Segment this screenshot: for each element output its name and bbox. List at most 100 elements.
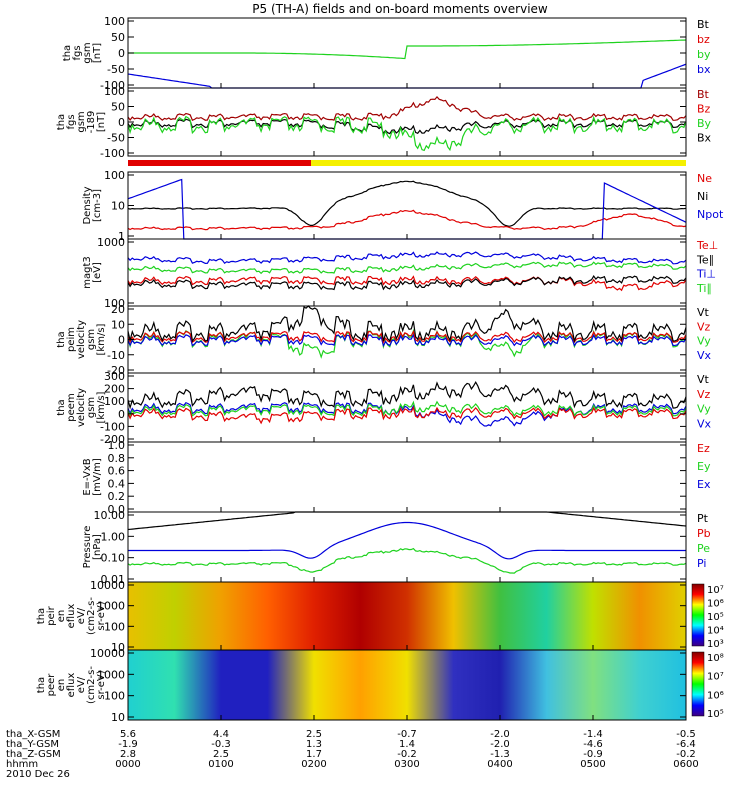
spectrogram-peer (128, 650, 686, 720)
series-line (127, 209, 687, 231)
x-axis-value: 0300 (394, 759, 419, 770)
y-axis-label: eflux (66, 604, 77, 629)
spectrogram-peir (128, 582, 686, 650)
y-axis-label: tha (62, 45, 73, 61)
x-axis-value: 2.8 (120, 749, 136, 760)
y-tick-label: 100 (104, 395, 125, 408)
colorbar-label: 10⁷ (707, 672, 724, 683)
series-line (127, 547, 687, 574)
x-axis-value: -2.0 (490, 739, 510, 750)
y-tick-label: 50 (111, 31, 125, 44)
y-tick-label: 100 (104, 15, 125, 28)
x-axis-value: -2.0 (490, 729, 510, 740)
legend-label: Ne (697, 172, 712, 185)
x-axis-row-label: tha_Z-GSM (6, 749, 61, 760)
series-line (127, 400, 687, 417)
legend-label: Vx (697, 417, 712, 430)
y-axis-label: Pressure (82, 526, 93, 569)
x-axis-value: -0.9 (583, 749, 603, 760)
y-axis-label: tha (56, 399, 67, 415)
legend-label: Pt (697, 512, 709, 525)
y-axis-label: tha (56, 114, 67, 130)
x-axis-value: -0.3 (211, 739, 231, 750)
panel-frame (127, 238, 687, 307)
y-tick-label: -100 (100, 79, 125, 92)
x-axis-value: 0600 (673, 759, 698, 770)
x-axis-row-label: tha_X-GSM (6, 729, 60, 740)
series-line (127, 275, 687, 291)
x-axis-value: 5.6 (120, 729, 136, 740)
legend-label: Bt (697, 18, 710, 31)
legend-label: By (697, 117, 712, 130)
y-tick-label: 0.4 (108, 477, 126, 490)
series-line (127, 95, 687, 122)
y-tick-label: 0 (118, 408, 125, 421)
legend-label: Ex (697, 478, 711, 491)
y-tick-label: 1000 (97, 668, 125, 681)
y-axis-label: peer (46, 673, 57, 697)
legend-label: Pb (697, 527, 711, 540)
colorbar-label: 10⁶ (707, 690, 724, 701)
y-tick-label: 100 (104, 620, 125, 633)
panel-density: 100 10 1 Density [cm-3] Ne Ni Npot (82, 169, 724, 243)
y-tick-label: 0.0 (108, 503, 126, 516)
y-axis-label: [nT] (92, 43, 103, 63)
x-axis-value: -1.4 (583, 729, 603, 740)
y-axis-label: (cm2-s- (86, 597, 97, 635)
y-axis-label: [nT] (96, 112, 107, 132)
legend-label: Ey (697, 460, 711, 473)
panel-peir: 10⁷ 10⁶ 10⁵ 10⁴ 10³ 10000 1000 100 10 tha peir en ef… (36, 579, 724, 654)
y-tick-label: 10000 (90, 579, 125, 592)
series-line (127, 380, 687, 410)
y-tick-label: 1000 (97, 600, 125, 613)
y-axis-label: [eV] (92, 262, 103, 283)
x-axis-value: -0.5 (676, 729, 696, 740)
y-tick-label: 10 (111, 318, 125, 331)
legend-label: Pi (697, 557, 706, 570)
y-tick-label: 0 (118, 116, 125, 129)
legend-label: Vx (697, 349, 712, 362)
y-tick-label: 10 (111, 711, 125, 724)
y-axis-label: -189 (86, 111, 97, 134)
legend-label: Ez (697, 442, 710, 455)
x-axis-value: 0100 (208, 759, 233, 770)
y-tick-label: -50 (107, 132, 125, 145)
series-line (127, 118, 687, 135)
x-axis-value: -0.2 (676, 749, 696, 760)
y-axis-label: E=-VxB (82, 458, 93, 495)
y-axis-label: eV/ (76, 676, 87, 693)
y-axis-label: fgs (66, 114, 77, 129)
y-tick-label: 100 (104, 297, 125, 310)
series-line (127, 405, 687, 425)
y-axis-label: (cm2-s- (86, 666, 97, 704)
y-axis-label: [mV/m] (92, 458, 103, 496)
series-line (127, 511, 687, 531)
y-tick-label: 0.10 (101, 552, 126, 565)
panel-temp: 1000 100 magt3 [eV] Te⊥Te∥ Ti⊥Ti∥ (82, 236, 718, 310)
legend-label: Bx (697, 132, 712, 145)
series-line (128, 39, 687, 60)
panel-frame (127, 441, 687, 513)
x-axis-value: 4.4 (213, 729, 229, 740)
colorbar-peir (691, 583, 705, 647)
series-line (127, 305, 687, 344)
legend-label: Bt (697, 88, 710, 101)
y-axis-label: [cm-3] (92, 189, 103, 222)
legend-label: Vy (697, 335, 711, 348)
series-line (127, 261, 687, 275)
y-tick-label: -20 (107, 364, 125, 377)
x-axis-date: 2010 Dec 26 (6, 769, 70, 780)
y-axis-label: peir (46, 605, 57, 625)
y-axis-label: gsm (86, 329, 97, 350)
y-axis-label: sr-eV) (96, 670, 107, 699)
series-line (127, 180, 687, 227)
y-tick-label: 300 (104, 370, 125, 383)
y-tick-label: 1000 (97, 236, 125, 249)
legend-label: Vz (697, 388, 711, 401)
y-tick-label: -100 (100, 147, 125, 160)
y-tick-label: 200 (104, 383, 125, 396)
x-axis-value: 0200 (301, 759, 326, 770)
y-axis-label: [km/s] (96, 323, 107, 355)
